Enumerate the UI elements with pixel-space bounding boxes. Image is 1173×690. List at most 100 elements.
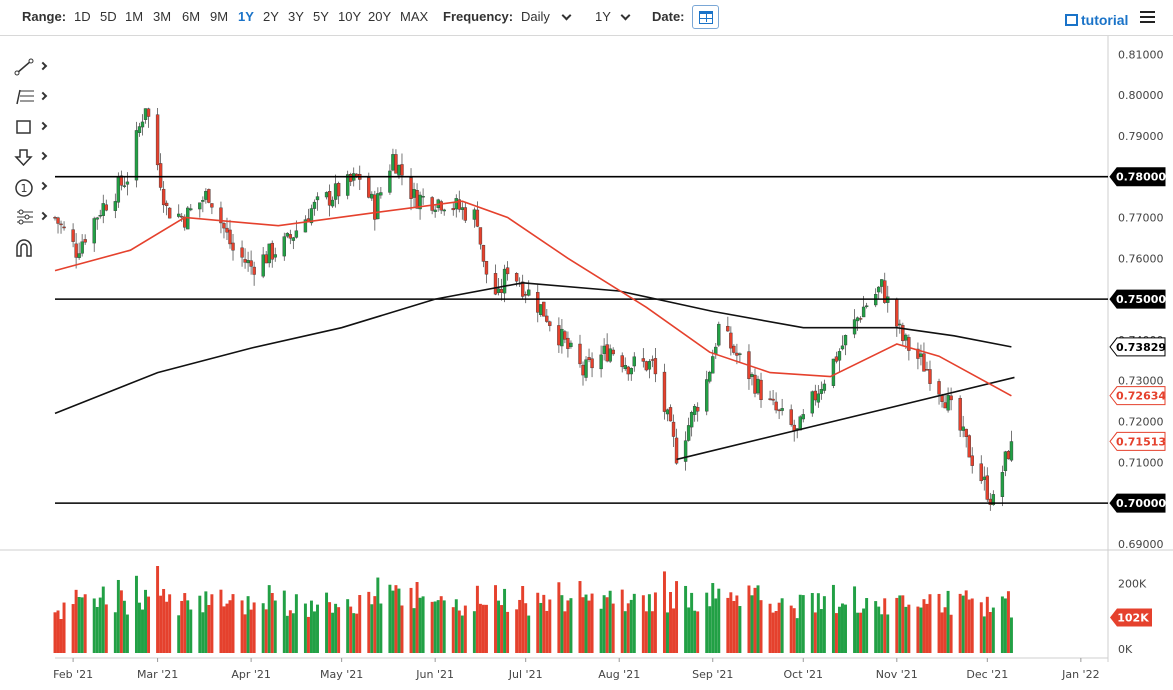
price-chart[interactable]: 0.81000 0.80000 0.79000 0.78000 0.77000 0.760… xyxy=(0,36,1173,690)
range-button-20y[interactable]: 20Y xyxy=(368,9,392,24)
volume-bar xyxy=(1003,598,1007,653)
candle-body xyxy=(164,202,169,206)
range-button-1d[interactable]: 1D xyxy=(74,9,91,24)
candle-body xyxy=(273,254,277,258)
candle-body xyxy=(949,395,953,401)
candle-body xyxy=(457,199,461,210)
toolbar: Range: 1D 5D 1M 3M 6M 9M 1Y 2Y 3Y 5Y 10Y 20Y MAX Fre… xyxy=(0,0,1173,36)
candle-body xyxy=(907,337,911,351)
candlestick xyxy=(59,220,63,234)
candle-body xyxy=(74,243,78,258)
volume-bar xyxy=(696,611,700,653)
volume-bar xyxy=(134,575,138,653)
volume-bar xyxy=(246,596,250,653)
volume-bar xyxy=(608,590,612,653)
range-button-3y[interactable]: 3Y xyxy=(288,9,304,24)
range-label: Range: xyxy=(22,9,67,24)
fibonacci-tool[interactable] xyxy=(8,86,52,108)
range-button-5y[interactable]: 5Y xyxy=(313,9,329,24)
volume-bar xyxy=(379,603,383,653)
range-button-10y[interactable]: 10Y xyxy=(338,9,362,24)
volume-bar xyxy=(207,604,211,653)
volume-bar xyxy=(542,594,546,653)
candle-body xyxy=(475,209,480,227)
rectangle-tool[interactable] xyxy=(8,116,52,138)
pitchfork-tool[interactable] xyxy=(8,206,52,228)
calendar-button[interactable] xyxy=(692,5,719,29)
chevron-down-icon[interactable] xyxy=(561,10,572,21)
volume-bar xyxy=(400,605,404,653)
candlestick xyxy=(759,372,763,408)
candle-body xyxy=(454,198,458,210)
chevron-down-icon[interactable] xyxy=(620,10,631,21)
range-button-6m[interactable]: 6M xyxy=(182,9,201,24)
range-button-1m[interactable]: 1M xyxy=(125,9,144,24)
candlestick xyxy=(415,183,419,210)
trend-line-tool[interactable] xyxy=(8,56,52,78)
film-icon[interactable] xyxy=(1065,14,1078,26)
arrow-tool[interactable] xyxy=(8,146,52,168)
candlestick xyxy=(412,182,416,208)
y-tick-label: 0.80000 xyxy=(1118,89,1164,102)
candle-body xyxy=(388,170,392,193)
candlestick xyxy=(855,316,860,331)
x-tick-label: Oct '21 xyxy=(783,668,823,681)
volume-bar xyxy=(919,607,923,653)
candlestick xyxy=(53,215,57,221)
volume-bar xyxy=(831,584,835,653)
tutorial-link[interactable]: tutorial xyxy=(1081,12,1129,28)
volume-bar xyxy=(672,608,676,653)
range-button-max[interactable]: MAX xyxy=(400,9,429,24)
annotation-tool[interactable]: 1 xyxy=(8,176,52,198)
volume-bar xyxy=(331,612,335,653)
candle-body xyxy=(246,260,250,264)
candle-body xyxy=(324,192,329,198)
candlestick xyxy=(285,232,290,239)
period-select[interactable]: 1Y xyxy=(595,9,611,24)
candlestick xyxy=(101,194,105,224)
range-button-5d[interactable]: 5D xyxy=(100,9,117,24)
volume-bar xyxy=(626,603,630,653)
volume-bar xyxy=(545,610,549,653)
range-button-2y[interactable]: 2Y xyxy=(263,9,279,24)
candlestick xyxy=(520,274,525,300)
candlestick xyxy=(949,387,953,411)
candlestick xyxy=(228,219,232,249)
candlestick xyxy=(692,403,697,422)
y-tick-label: 0.77000 xyxy=(1118,212,1164,225)
volume-bar xyxy=(222,606,226,653)
volume-bar xyxy=(904,606,908,653)
candlestick xyxy=(104,199,108,212)
volume-bar xyxy=(62,602,66,653)
candlestick xyxy=(122,177,127,189)
volume-bar xyxy=(180,600,184,653)
hamburger-menu-icon[interactable] xyxy=(1140,11,1155,24)
volume-bar xyxy=(273,600,277,653)
range-button-9m[interactable]: 9M xyxy=(210,9,229,24)
candle-body xyxy=(611,349,615,355)
candlestick xyxy=(771,389,775,406)
candle-body xyxy=(189,208,193,211)
volume-bar xyxy=(267,585,271,653)
candlestick xyxy=(729,326,733,356)
volume-bar xyxy=(219,589,223,653)
volume-bar xyxy=(940,612,944,653)
candlestick xyxy=(358,165,362,191)
frequency-select[interactable]: Daily xyxy=(521,9,550,24)
candle-body xyxy=(738,353,742,355)
range-button-1y[interactable]: 1Y xyxy=(238,9,254,24)
price-tags: 0.78000 0.75000 0.73829 0.72634 0.71513 0.700… xyxy=(1109,167,1166,627)
magnet-tool[interactable] xyxy=(8,236,52,258)
chart-grid xyxy=(0,36,1173,662)
volume-bar xyxy=(59,619,63,653)
candle-body xyxy=(759,379,763,401)
candlestick xyxy=(880,279,884,294)
range-button-3m[interactable]: 3M xyxy=(153,9,172,24)
candle-body xyxy=(946,394,950,411)
candle-body xyxy=(695,407,700,412)
candlestick xyxy=(439,199,443,214)
volume-bar xyxy=(750,595,754,653)
candle-body xyxy=(309,208,314,224)
volume-bar xyxy=(708,606,712,653)
candle-body xyxy=(225,227,229,233)
